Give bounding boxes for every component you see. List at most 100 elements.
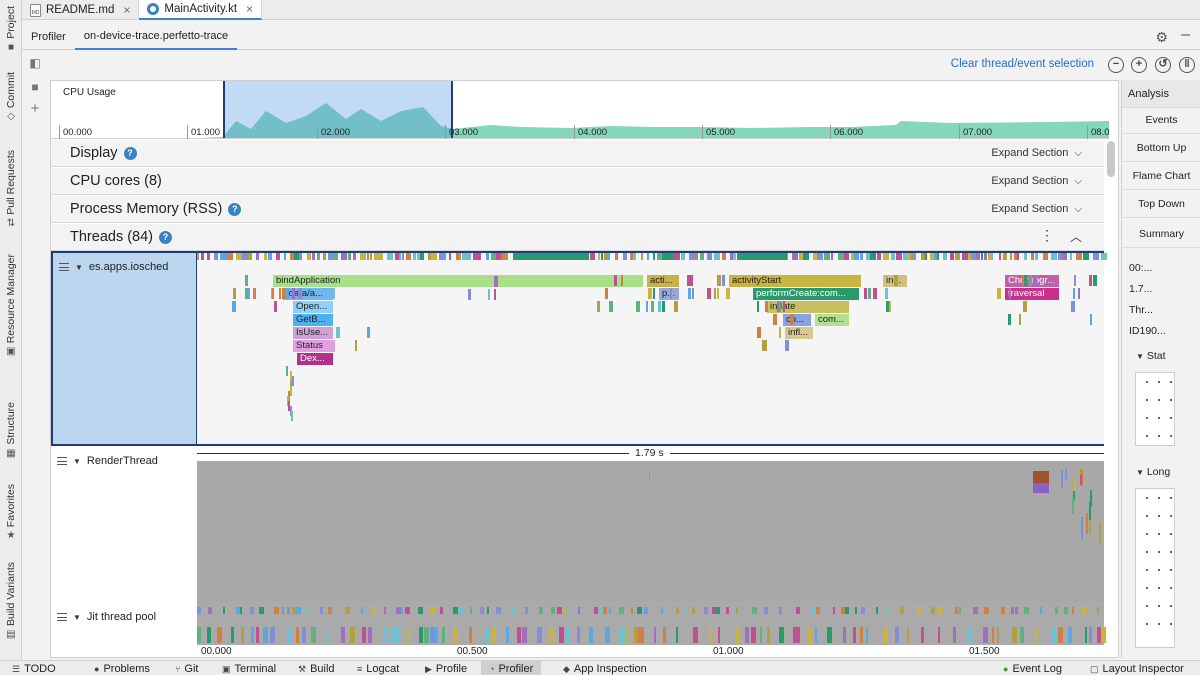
drag-handle-icon[interactable] xyxy=(57,613,67,621)
trace-slice[interactable]: activityStart xyxy=(729,275,861,287)
tool-favorites[interactable]: Favorites ★ xyxy=(5,484,17,542)
tab-summary[interactable]: Summary xyxy=(1122,220,1200,248)
tool-resource-manager[interactable]: Resource Manager ▣ xyxy=(5,254,17,358)
thread-track-jit-thread-pool[interactable] xyxy=(197,601,1106,647)
trace-slice[interactable]: Status xyxy=(293,340,335,352)
trace-slice-small xyxy=(1090,490,1092,507)
long-running-section[interactable]: ▼ Long xyxy=(1136,466,1171,478)
minimize-icon[interactable]: – xyxy=(1181,26,1190,43)
close-icon[interactable]: × xyxy=(246,2,254,16)
thread-track-renderthread[interactable] xyxy=(197,461,1104,601)
drag-handle-icon[interactable] xyxy=(57,457,67,465)
trace-slice[interactable]: traversal xyxy=(1005,288,1059,300)
trace-slice[interactable]: bindApplication xyxy=(273,275,643,287)
thread-track-es-apps-iosched[interactable]: bindApplication/data/a... Open... GetB... I… xyxy=(197,251,1107,446)
help-icon[interactable]: ? xyxy=(123,147,137,160)
tool-logcat[interactable]: ≡ Logcat xyxy=(357,663,400,675)
tool-git[interactable]: ⑂ Git xyxy=(175,663,199,675)
thread-state-mark xyxy=(860,627,863,643)
expand-section-button[interactable]: Expand Section ⌵ xyxy=(991,175,1082,187)
table-cell-dot xyxy=(1170,605,1172,607)
thread-state-mark xyxy=(263,627,268,643)
tab-profiler[interactable]: Profiler xyxy=(31,30,66,43)
thread-state-mark xyxy=(709,627,712,643)
stop-icon[interactable]: ■ xyxy=(31,80,39,94)
layout-toggle-icon[interactable]: ◧ xyxy=(29,56,41,70)
tool-layout-inspector[interactable]: ▢ Layout Inspector xyxy=(1090,663,1184,675)
section-process-memory[interactable]: Process Memory (RSS)? Expand Section ⌵ xyxy=(51,196,1104,223)
trace-slice[interactable]: IsUse... xyxy=(293,327,333,339)
tool-todo[interactable]: ☰ TODO xyxy=(12,663,56,675)
pause-icon[interactable]: ‖ xyxy=(1179,57,1195,73)
tool-event-log[interactable]: ● Event Log xyxy=(1003,663,1062,675)
tool-terminal[interactable]: ▣ Terminal xyxy=(222,663,277,675)
trace-slice-small xyxy=(494,276,498,287)
clear-selection-link[interactable]: Clear thread/event selection xyxy=(950,58,1094,70)
expand-triangle-icon[interactable]: ▼ xyxy=(73,456,81,466)
thread-row-renderthread[interactable]: ▼ RenderThread xyxy=(57,455,158,467)
trace-slice-small xyxy=(1099,522,1101,543)
tab-top-down[interactable]: Top Down xyxy=(1122,190,1200,218)
file-tab-readme[interactable]: MD README.md × xyxy=(22,0,140,20)
thread-state-mark xyxy=(883,253,889,260)
file-tab-mainactivity[interactable]: MainActivity.kt × xyxy=(139,0,263,20)
trace-slice[interactable]: Open... xyxy=(293,301,333,313)
trace-slice[interactable]: acti... xyxy=(647,275,679,287)
trace-slice[interactable]: p... xyxy=(659,288,679,300)
cpu-usage-chart[interactable]: CPU Usage 00.000 01.000 02.000 03.000 04.000… xyxy=(51,81,1110,139)
tool-structure[interactable]: Structure ▦ xyxy=(5,402,17,459)
tool-profile[interactable]: ▶ Profile xyxy=(425,663,468,675)
thread-state-mark xyxy=(831,253,833,260)
trace-slice-small xyxy=(773,314,777,325)
trace-slice[interactable]: /data/a... xyxy=(283,288,333,300)
trace-slice[interactable]: co... xyxy=(783,314,811,326)
trace-slice[interactable]: com... xyxy=(815,314,849,326)
tool-build[interactable]: ⚒ Build xyxy=(298,663,335,675)
trace-slice-small xyxy=(272,288,274,299)
expand-section-button[interactable]: Expand Section ⌵ xyxy=(991,147,1082,159)
expand-triangle-icon[interactable]: ▼ xyxy=(73,612,81,622)
tool-pull-requests[interactable]: Pull Requests ⇅ xyxy=(5,150,17,229)
stats-section[interactable]: ▼ Stat xyxy=(1136,350,1166,362)
close-icon[interactable]: × xyxy=(123,3,131,17)
thread-row-jit-thread-pool[interactable]: ▼ Jit thread pool xyxy=(57,611,156,623)
vertical-scrollbar[interactable] xyxy=(1107,141,1115,177)
gear-icon[interactable]: ⚙ xyxy=(1155,29,1168,45)
trace-slice[interactable]: infl... xyxy=(785,327,813,339)
expand-section-button[interactable]: Expand Section ⌵ xyxy=(991,203,1082,215)
section-display[interactable]: Display? Expand Section ⌵ xyxy=(51,140,1104,167)
trace-slice[interactable]: GetB... xyxy=(293,314,333,326)
trace-slice[interactable]: Dex... xyxy=(297,353,333,365)
tool-commit[interactable]: Commit ◇ xyxy=(5,72,17,123)
cpu-range-selection[interactable] xyxy=(223,81,453,138)
tool-problems[interactable]: ● Problems xyxy=(94,663,150,675)
tool-build-variants[interactable]: Build Variants ▤ xyxy=(5,562,17,641)
collapse-icon[interactable]: ︿ xyxy=(1069,230,1082,244)
zoom-out-icon[interactable]: − xyxy=(1108,57,1124,73)
help-icon[interactable]: ? xyxy=(228,203,242,216)
add-session-icon[interactable]: + xyxy=(30,100,40,117)
trace-slice[interactable]: performCreate:com... xyxy=(753,288,859,300)
help-icon[interactable]: ? xyxy=(159,231,173,244)
section-threads[interactable]: Threads (84)? ⋮ ︿ xyxy=(51,224,1104,251)
section-cpu-cores[interactable]: CPU cores (8) Expand Section ⌵ xyxy=(51,168,1104,195)
tool-app-inspection[interactable]: ◆ App Inspection xyxy=(563,663,647,675)
zoom-in-icon[interactable]: + xyxy=(1131,57,1147,73)
thread-state-mark xyxy=(707,253,712,260)
thread-state-mark xyxy=(231,627,234,643)
trace-slice[interactable]: inflate xyxy=(767,301,849,313)
reset-zoom-icon[interactable]: ↺ xyxy=(1155,57,1171,73)
tool-profiler[interactable]: ◔ Profiler xyxy=(481,661,542,675)
tab-flame-chart[interactable]: Flame Chart xyxy=(1122,162,1200,190)
more-options-icon[interactable]: ⋮ xyxy=(1040,227,1054,243)
thread-row-es-apps-iosched[interactable]: ▼ es.apps.iosched xyxy=(51,251,197,446)
tab-bottom-up[interactable]: Bottom Up xyxy=(1122,134,1200,162)
tool-project[interactable]: Project ■ xyxy=(5,6,17,53)
expand-triangle-icon[interactable]: ▼ xyxy=(75,262,83,272)
thread-state-mark xyxy=(943,253,947,260)
drag-handle-icon[interactable] xyxy=(59,263,69,271)
tab-trace-file[interactable]: on-device-trace.perfetto-trace xyxy=(74,24,238,50)
thread-state-mark xyxy=(1020,627,1024,643)
tab-events[interactable]: Events xyxy=(1122,106,1200,134)
trace-slice[interactable]: Choreogr... xyxy=(1005,275,1059,287)
